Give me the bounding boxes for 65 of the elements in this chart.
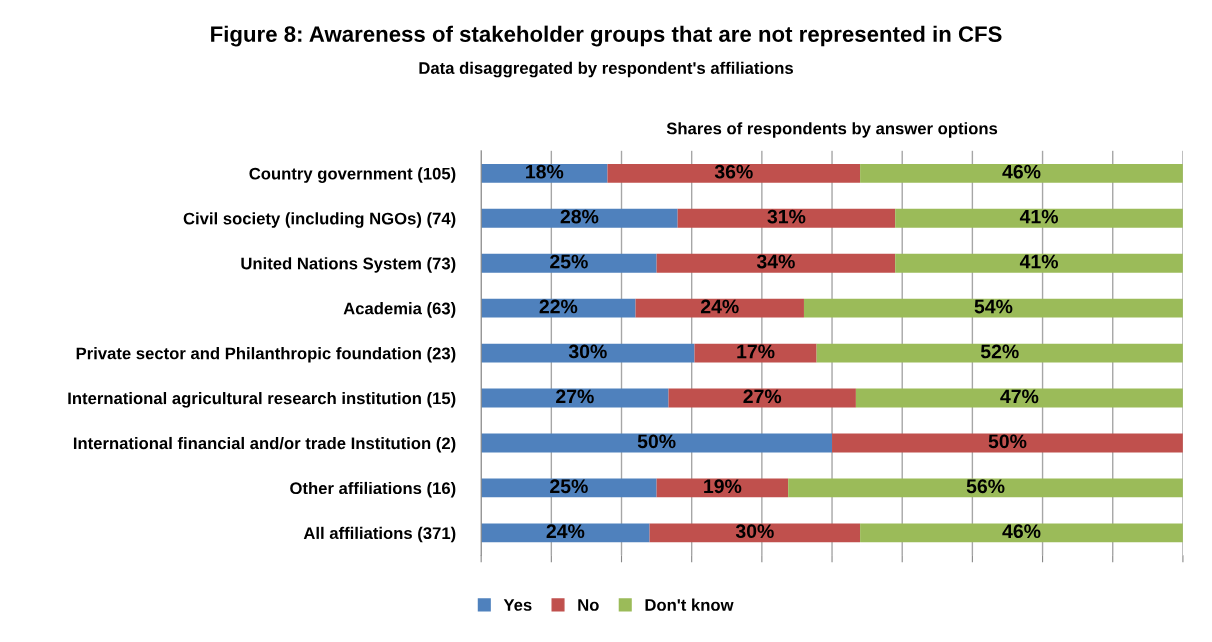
y-tick-label: Other affiliations (16) [290,481,456,498]
bar [649,523,861,543]
x-axis-title: Shares of respondents by answer options [666,122,998,138]
data-label: 50% [637,434,676,449]
bar [481,298,636,318]
data-label: 27% [556,389,594,404]
y-tick-label: International financial and/or trade Institution (2) [73,436,456,453]
bar [788,478,1183,498]
bar [481,208,678,228]
bar [656,253,896,273]
bar [481,163,608,183]
data-label: 17% [737,344,775,359]
data-label: 18% [526,164,564,179]
data-label: 25% [550,254,588,269]
data-label: 52% [980,344,1019,359]
data-label: 41% [1019,209,1058,224]
bar [860,163,1183,183]
data-label: 27% [743,389,782,404]
y-tick-label: Academia (63) [343,302,456,318]
y-tick-label: All affiliations (371) [303,526,456,543]
bar [481,478,657,498]
y-tick-label: Private sector and Philanthropic foundation (23) [76,347,456,363]
data-label: 30% [735,524,774,539]
bar [694,343,817,363]
data-label: 34% [756,254,795,269]
bar [832,433,1183,453]
data-label: 24% [700,299,739,314]
chart-subtitle: Data disaggregated by respondent's affiliations [419,61,793,78]
bar [855,388,1183,408]
data-label: 46% [1002,164,1041,179]
data-label: 36% [714,164,753,179]
data-label: 50% [988,434,1027,449]
bar [895,253,1183,273]
data-label: 56% [966,479,1005,494]
bar [895,208,1183,228]
bar [803,298,1183,318]
chart-title: Figure 8: Awareness of stakeholder groups that are not represented in CFS [211,25,1002,47]
data-label: 22% [539,299,578,314]
bar [481,433,833,453]
bar [607,163,861,183]
bar [481,253,657,273]
y-tick-label: United Nations System (73) [241,257,456,273]
data-label: 24% [546,524,585,539]
y-tick-label: Country government (105) [249,167,456,183]
bar [677,208,896,228]
bar [816,343,1183,363]
bar [635,298,804,318]
data-label: 46% [1002,524,1041,539]
legend-label: Don't know [645,598,734,611]
data-label: 30% [568,344,607,359]
data-label: 41% [1019,254,1058,269]
y-tick-label: Civil society (including NGOs) (74) [183,212,456,228]
data-label: 25% [550,479,588,494]
legend-label: Yes [503,599,532,611]
data-label: 54% [974,299,1013,314]
data-label: 28% [560,209,599,224]
bar [481,343,695,363]
bar [481,523,650,543]
y-tick-label: International agricultural research institution (15) [68,392,456,408]
data-label: 19% [704,479,742,494]
bar [860,523,1183,543]
data-label: 31% [767,209,806,224]
legend-label: No [578,599,599,611]
bar [656,478,789,498]
data-label: 47% [1000,389,1039,404]
